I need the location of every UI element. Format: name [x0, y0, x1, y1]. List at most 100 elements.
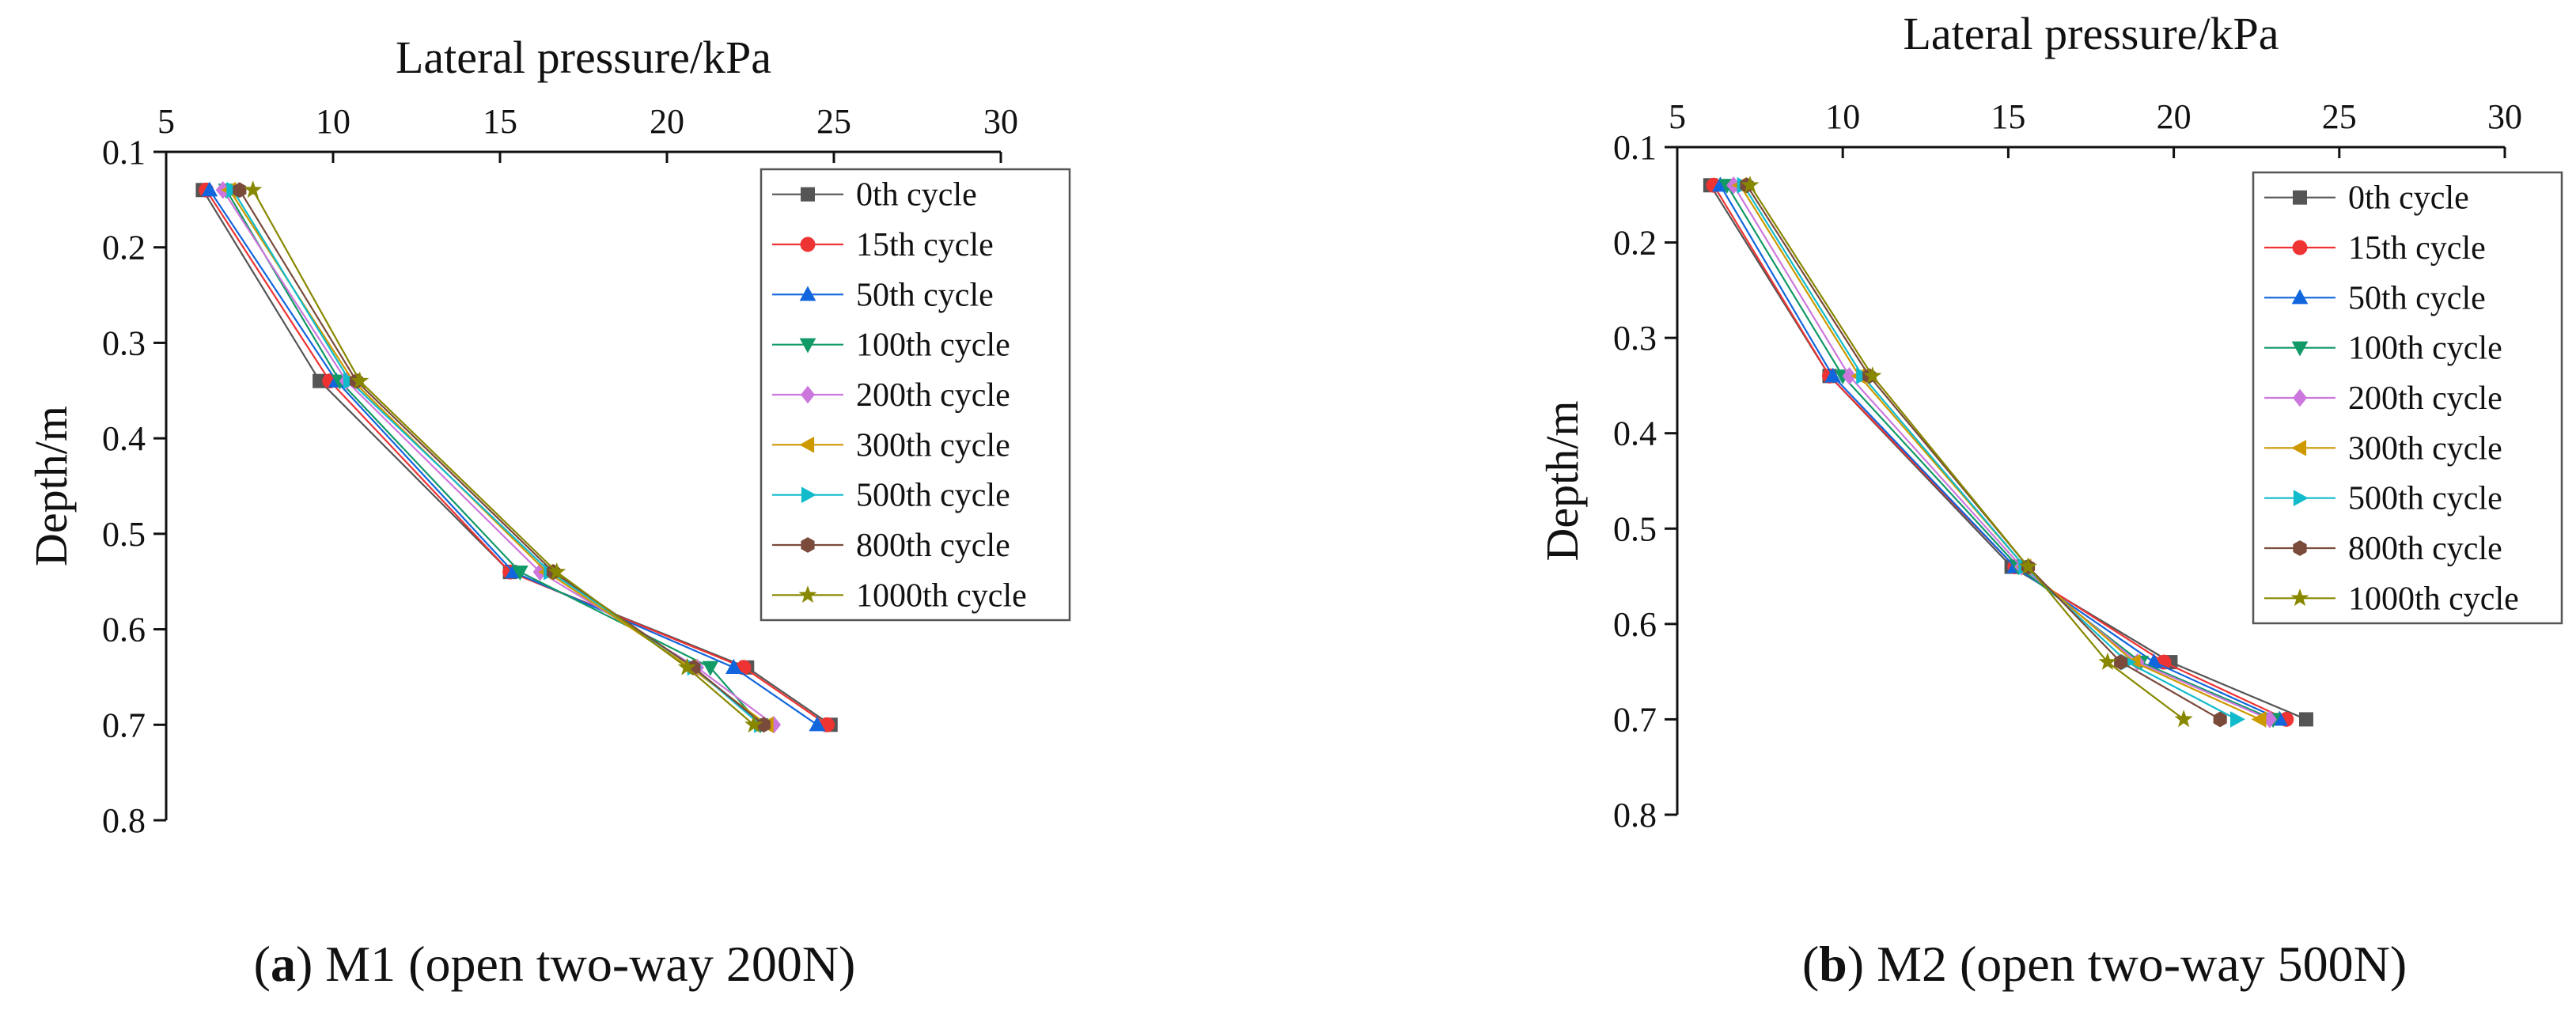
legend-item: 300th cycle [2264, 430, 2502, 467]
data-point [1863, 366, 1882, 384]
legend-label: 200th cycle [856, 377, 1010, 414]
series-line [1742, 184, 2237, 721]
series-800th-cycle [1740, 177, 2227, 728]
data-point [2114, 654, 2128, 670]
data-point [2174, 710, 2193, 728]
series-300th-cycle [221, 181, 774, 733]
series-line [208, 189, 818, 726]
panel-caption: (b) M2 (open two-way 500N) [1802, 936, 2407, 992]
legend-marker [2293, 490, 2309, 507]
series-line [238, 189, 765, 726]
data-point [756, 717, 771, 733]
y-tick-label: 0.3 [1613, 319, 1657, 358]
chart-panel-2: 5 10 15 20 25 30 0.1 0.2 0.3 0.4 0.5 0.6 0.7 0.8 Later… [1536, 8, 2563, 992]
x-tick-label: 5 [1669, 97, 1686, 136]
series-line [1739, 184, 2260, 721]
data-point [1842, 367, 1857, 385]
legend-marker [2293, 388, 2307, 407]
legend-marker [798, 585, 817, 604]
legend: 0th cycle 15th cycle 50th cycle 100th cycle… [2252, 171, 2563, 625]
x-tick-label: 30 [2487, 97, 2522, 136]
y-tick-label: 0.5 [1613, 509, 1657, 548]
y-tick-label: 0.5 [102, 515, 146, 554]
x-tick-label: 20 [2157, 97, 2191, 136]
y-tick-label: 0.2 [1613, 224, 1657, 263]
y-tick-label: 0.2 [102, 229, 146, 267]
legend-marker [2293, 540, 2307, 556]
caption-text: M1 (open two-way 200N) [313, 936, 855, 992]
y-tick-label: 0.6 [102, 611, 146, 649]
legend-label: 300th cycle [856, 427, 1010, 464]
x-tick-label: 20 [650, 102, 684, 141]
x-axis-title: Lateral pressure/kPa [396, 32, 771, 83]
legend-label: 1000th cycle [2348, 581, 2519, 617]
series-line [1745, 184, 2221, 721]
x-tick-label: 15 [1991, 97, 2025, 136]
legend-label: 15th cycle [856, 227, 994, 263]
series-line [1709, 184, 2307, 721]
legend-marker [2291, 439, 2307, 456]
caption-label: b [1819, 936, 1847, 992]
x-tick-label: 25 [2322, 97, 2357, 136]
legend-item: 0th cycle [2264, 180, 2469, 217]
legend-item: 50th cycle [772, 277, 994, 313]
series-line [1726, 184, 2274, 721]
data-point [677, 657, 696, 676]
data-point [702, 660, 719, 676]
data-point [744, 715, 763, 733]
legend-label: 500th cycle [856, 478, 1010, 514]
series-100th-cycle [1718, 179, 2282, 728]
y-tick-label: 0.1 [1613, 128, 1657, 167]
y-tick-label: 0.3 [102, 324, 146, 362]
legend-item: 1000th cycle [2264, 581, 2519, 617]
data-point [2298, 712, 2313, 727]
legend-label: 15th cycle [2348, 230, 2486, 267]
data-point [2018, 557, 2038, 575]
legend-item: 200th cycle [772, 377, 1010, 414]
y-tick-label: 0.7 [1613, 700, 1657, 739]
data-point [1824, 367, 1841, 383]
legend-label: 100th cycle [856, 327, 1010, 364]
data-point [201, 181, 218, 197]
x-tick-label: 10 [316, 102, 350, 141]
legend-item: 1000th cycle [772, 577, 1027, 614]
series-50th-cycle [201, 181, 826, 732]
legend-marker [2291, 289, 2309, 305]
legend-label: 300th cycle [2348, 430, 2502, 467]
legend-marker [2292, 240, 2308, 255]
legend-item: 100th cycle [772, 327, 1010, 364]
legend-label: 1000th cycle [856, 577, 1027, 614]
data-point [547, 562, 566, 580]
legend-marker [799, 338, 816, 354]
legend-label: 0th cycle [856, 177, 977, 214]
data-point [2146, 653, 2162, 669]
caption-text: M2 (open two-way 500N) [1864, 936, 2407, 992]
data-point [2251, 711, 2267, 728]
data-point [233, 182, 247, 199]
series-300th-cycle [1731, 176, 2267, 728]
series-0th-cycle [195, 183, 838, 732]
chart-panel-1: 5 10 15 20 25 30 0.1 0.2 0.3 0.4 0.5 0.6 0.7 0.8 Later… [25, 32, 1071, 992]
x-axis-title: Lateral pressure/kPa [1903, 8, 2279, 59]
legend-label: 200th cycle [2348, 380, 2502, 417]
series-line [1719, 184, 2280, 721]
legend-item: 50th cycle [2264, 280, 2486, 316]
legend-item: 15th cycle [2264, 230, 2486, 267]
legend-marker [801, 486, 816, 504]
series-line [252, 189, 755, 726]
data-point [809, 716, 826, 732]
series-line [205, 189, 828, 726]
x-tick-label: 15 [483, 102, 517, 141]
legend-label: 800th cycle [2348, 531, 2502, 567]
legend-label: 50th cycle [856, 277, 994, 313]
legend-marker [2291, 341, 2309, 357]
legend-label: 0th cycle [2348, 180, 2469, 217]
legend-marker [2293, 190, 2307, 205]
legend-item: 800th cycle [2264, 531, 2502, 567]
x-tick-label: 30 [983, 102, 1018, 141]
series-200th-cycle [1726, 176, 2277, 728]
data-point [2213, 711, 2227, 728]
y-tick-label: 0.1 [102, 133, 146, 172]
y-axis-title: Depth/m [25, 406, 77, 566]
